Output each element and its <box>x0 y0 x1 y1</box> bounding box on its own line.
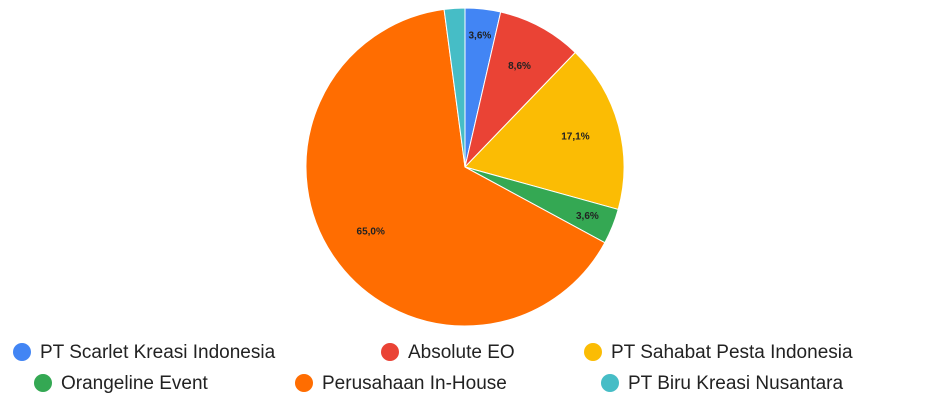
pie-slice <box>443 7 466 168</box>
value-label: 8,6% <box>508 61 531 72</box>
pie-slice <box>305 8 606 327</box>
legend-label: PT Scarlet Kreasi Indonesia <box>40 342 276 363</box>
value-label: 65,0% <box>357 227 385 238</box>
legend-swatch <box>13 343 31 361</box>
legend-label: Orangeline Event <box>61 373 209 394</box>
legend-label: PT Sahabat Pesta Indonesia <box>611 342 853 363</box>
legend-swatch <box>584 343 602 361</box>
value-label: 3,6% <box>468 31 491 42</box>
value-label: 3,6% <box>576 211 599 222</box>
pie-slice <box>464 11 576 169</box>
pie-slice <box>464 51 625 211</box>
legend-swatch <box>381 343 399 361</box>
legend-label: Perusahaan In-House <box>322 373 507 394</box>
legend-swatch <box>34 374 52 392</box>
legend-swatch <box>601 374 619 392</box>
legend-label: Absolute EO <box>408 342 515 363</box>
legend-swatch <box>295 374 313 392</box>
value-label: 17,1% <box>561 131 589 142</box>
legend-label: PT Biru Kreasi Nusantara <box>628 373 844 394</box>
